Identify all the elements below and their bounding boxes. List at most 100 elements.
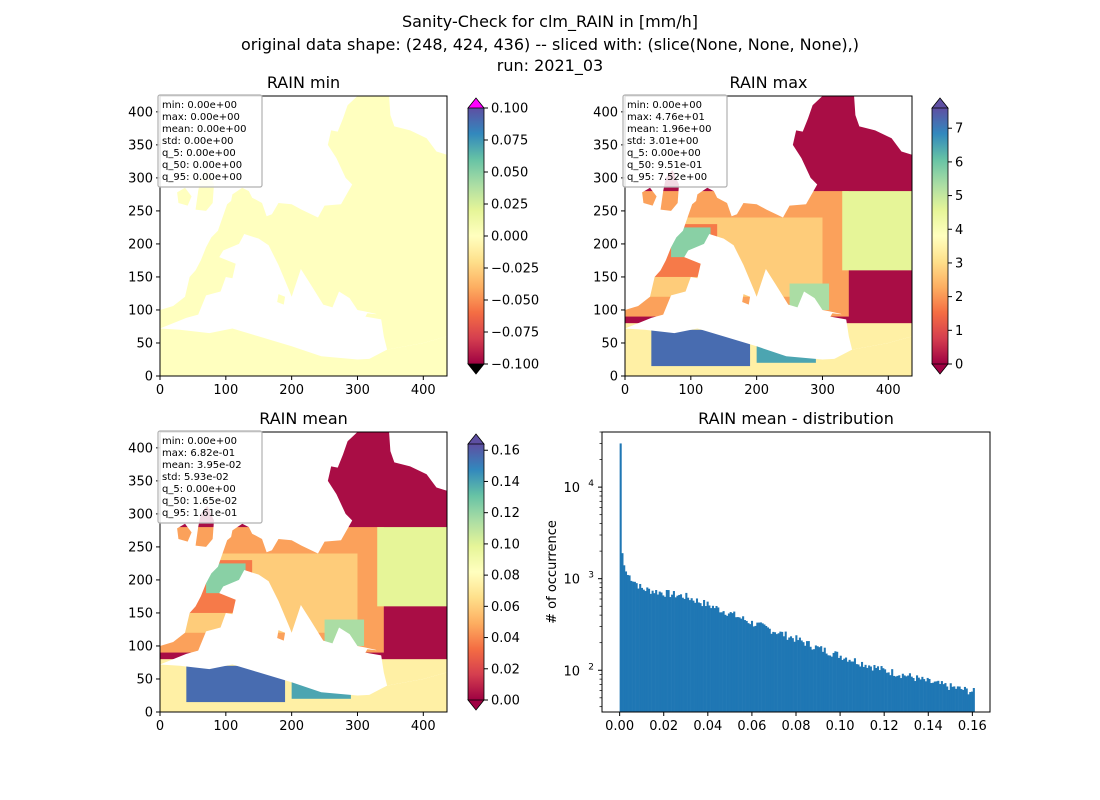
land-region-3: [350, 441, 378, 488]
histogram-bar: [875, 667, 878, 712]
stats-line: min: 0.00e+00: [627, 100, 702, 111]
histogram-bar: [891, 669, 894, 712]
stats-line: max: 6.82e-01: [162, 448, 235, 459]
y-tick-label: 300: [128, 507, 153, 522]
colorbar-extend-max: [467, 97, 485, 109]
land-region-3: [350, 105, 378, 152]
x-tick-label: 0.06: [737, 719, 766, 734]
colorbar-extend-min: [467, 363, 485, 375]
colorbar-tick-label: 0.02: [491, 662, 520, 677]
histogram-bar: [967, 694, 970, 712]
histogram-bar: [864, 664, 867, 712]
histogram-bar: [903, 675, 906, 712]
histogram-bar: [656, 594, 659, 712]
histogram-bar: [759, 622, 762, 712]
land-region-1: [625, 328, 912, 376]
colorbar-extend-min: [467, 699, 485, 711]
histogram-bar: [763, 624, 766, 712]
histogram-bar: [884, 669, 887, 712]
histogram-bar: [793, 641, 796, 712]
histogram-bar: [743, 620, 746, 712]
histogram-bar: [719, 612, 722, 712]
colorbar-tick-label: 0.025: [491, 198, 528, 213]
stats-line: q_5: 0.00e+00: [162, 484, 236, 495]
histogram-bar: [758, 622, 761, 712]
histogram-bar: [740, 618, 743, 712]
colorbar-tick-label: −0.075: [491, 326, 539, 341]
y-tick-label: 100: [128, 303, 153, 318]
y-tick-label: 100: [593, 303, 618, 318]
stats-line: max: 4.76e+01: [627, 112, 705, 123]
histogram-bar: [860, 661, 864, 712]
histogram-bar: [745, 620, 748, 712]
histogram-bar: [853, 658, 856, 712]
histogram-bar: [912, 678, 915, 712]
histogram-bar: [928, 678, 931, 712]
colorbar-tick-label: 6: [955, 155, 963, 170]
land-region-6: [277, 294, 286, 305]
histogram-bar: [900, 678, 903, 712]
histogram-bar: [935, 681, 938, 712]
colorbar-tick-label: 0.000: [491, 230, 528, 245]
histogram-bar: [639, 583, 642, 712]
histogram-bar: [836, 651, 839, 712]
y-tick-exponent: 2: [588, 662, 594, 672]
axes-frame: [624, 95, 913, 377]
histogram-bar: [695, 598, 699, 712]
colorbar-tick-label: 0.075: [491, 134, 528, 149]
histogram-bar: [811, 649, 814, 712]
histogram-bar: [664, 596, 667, 712]
histogram-bar: [752, 626, 755, 712]
histogram-bar: [733, 611, 736, 712]
land-region-6: [277, 630, 286, 641]
histogram-bar: [852, 661, 855, 712]
x-tick-label: 100: [213, 383, 238, 398]
land-region-5: [642, 187, 657, 206]
y-tick-label: 150: [128, 606, 153, 621]
histogram-bar: [717, 607, 720, 712]
y-axis-label: # of occurrence: [545, 520, 560, 624]
histogram-bar: [637, 588, 640, 712]
histogram-bar: [944, 683, 947, 712]
histogram-bar: [876, 666, 880, 712]
histogram-bar: [880, 666, 883, 712]
colorbar: 0 1 2 3 4 5 6 7: [931, 97, 963, 375]
histogram-bar: [678, 594, 681, 712]
x-tick-label: 0.04: [693, 719, 722, 734]
colorbar-extend-max: [467, 433, 485, 445]
x-tick-label: 0.10: [826, 719, 855, 734]
histogram-bar: [747, 623, 750, 712]
histogram-bar: [923, 679, 926, 712]
histogram-bar: [768, 628, 771, 712]
x-tick-label: 0: [621, 383, 629, 398]
heatmap-panel-2: 0 100 200 300 400050100150200250300350400RAI…: [593, 73, 963, 398]
histogram-bar: [738, 617, 741, 712]
histogram-bar: [825, 653, 828, 712]
histogram-bars: [619, 443, 975, 712]
land-region-5: [177, 187, 192, 206]
histogram-bar: [802, 642, 805, 712]
stats-line: mean: 3.95e-02: [162, 460, 242, 471]
histogram-bar: [671, 594, 674, 712]
y-tick-label: 200: [593, 237, 618, 252]
histogram-bar: [827, 655, 830, 712]
colorbar: 0.00 0.02 0.04 0.06 0.08 0.10 0.12 0.14 0.16: [467, 433, 520, 711]
stats-line: max: 0.00e+00: [162, 112, 240, 123]
histogram-bar: [862, 666, 865, 712]
colorbar-tick-label: 0.14: [491, 475, 520, 490]
histogram-bar: [951, 686, 954, 712]
y-tick-label: 250: [128, 540, 153, 555]
histogram-bar: [971, 691, 974, 712]
histogram-bar: [953, 686, 956, 712]
histogram-bar: [672, 591, 675, 712]
land-region-8: [365, 313, 386, 320]
histogram-bar: [805, 641, 809, 712]
histogram-bar: [939, 684, 942, 712]
histogram-bar: [750, 620, 754, 712]
histogram-bar: [887, 672, 890, 712]
histogram-bar: [869, 666, 872, 712]
histogram-bar: [926, 677, 929, 712]
histogram-bar: [635, 583, 638, 712]
histogram-bar: [917, 677, 920, 712]
